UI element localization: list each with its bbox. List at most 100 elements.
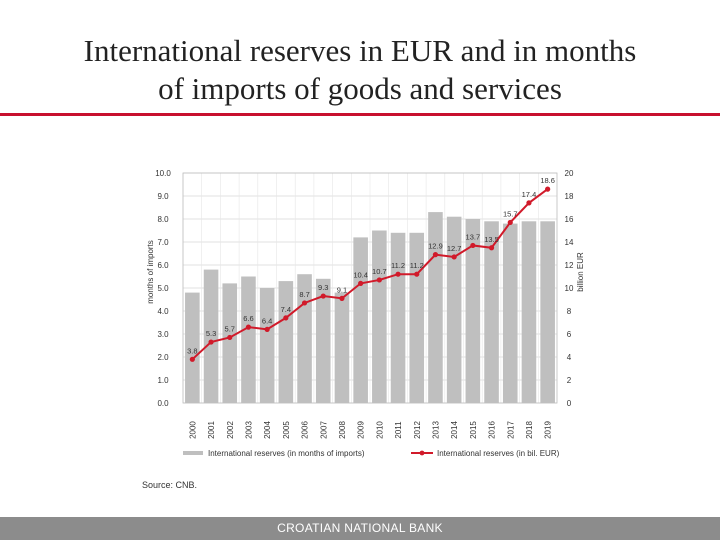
left-tick-label: 5.0	[157, 284, 169, 293]
x-tick-label: 2007	[319, 421, 328, 439]
x-tick-label: 2012	[413, 421, 422, 439]
line-data-label: 3.8	[187, 346, 197, 355]
right-tick-label: 18	[565, 192, 574, 201]
line-point	[432, 252, 439, 258]
x-tick-label: 2009	[357, 421, 366, 439]
line-point	[320, 293, 326, 299]
line-point	[358, 280, 364, 286]
left-tick-label: 6.0	[157, 261, 169, 270]
x-tick-label: 2014	[450, 421, 459, 439]
line-data-label: 6.6	[243, 314, 253, 323]
line-data-label: 15.7	[503, 209, 518, 218]
title-line-2: of imports of goods and services	[158, 71, 562, 106]
line-data-label: 10.4	[353, 270, 368, 279]
x-tick-label: 2018	[525, 421, 534, 439]
left-tick-label: 10.0	[155, 169, 171, 178]
title-divider	[0, 113, 720, 116]
right-tick-label: 12	[565, 261, 574, 270]
x-tick-label: 2017	[506, 421, 515, 439]
plot-frame	[182, 172, 558, 404]
line-data-label: 5.7	[225, 324, 235, 333]
left-tick-label: 3.0	[157, 330, 169, 339]
x-tick-label: 2015	[469, 421, 478, 439]
bar	[502, 223, 518, 403]
title-line-1: International reserves in EUR and in mon…	[83, 33, 637, 68]
right-tick-label: 4	[567, 353, 572, 362]
line-data-label: 7.4	[281, 305, 291, 314]
line-data-label: 12.7	[447, 244, 462, 253]
legend-line-label: International reserves (in bil. EUR)	[437, 449, 560, 458]
right-tick-label: 0	[567, 399, 572, 408]
line-point	[208, 339, 214, 345]
x-tick-label: 2000	[188, 421, 197, 439]
left-tick-label: 9.0	[157, 192, 169, 201]
right-tick-label: 8	[567, 307, 572, 316]
line-point	[339, 295, 345, 301]
line-data-label: 10.7	[372, 267, 387, 276]
bar	[334, 292, 350, 403]
x-tick-label: 2010	[375, 421, 384, 439]
left-tick-label: 2.0	[157, 353, 169, 362]
line-data-label: 6.4	[262, 316, 272, 325]
bar	[278, 281, 294, 403]
line-data-label: 17.4	[522, 190, 537, 199]
bar	[315, 278, 331, 403]
x-tick-label: 2005	[282, 421, 291, 439]
bar	[185, 292, 200, 403]
x-tick-label: 2013	[431, 421, 440, 439]
line-data-label: 9.1	[337, 285, 347, 294]
right-tick-label: 6	[567, 330, 572, 339]
bar	[409, 232, 425, 403]
line-point	[245, 324, 252, 330]
x-tick-label: 2002	[226, 421, 235, 439]
line-data-label: 8.7	[299, 290, 309, 299]
x-tick-label: 2011	[394, 421, 403, 439]
left-tick-label: 1.0	[157, 376, 169, 385]
line-point	[301, 300, 308, 306]
line-data-label: 11.2	[391, 261, 405, 270]
x-tick-label: 2016	[488, 421, 497, 439]
line-data-label: 13.7	[466, 232, 481, 241]
x-tick-label: 2004	[263, 421, 272, 439]
x-tick-label: 2006	[301, 421, 310, 439]
left-tick-label: 0.0	[157, 399, 169, 408]
line-data-label: 5.3	[206, 329, 216, 338]
right-tick-label: 2	[567, 376, 572, 385]
line-point	[414, 271, 420, 277]
line-point	[376, 277, 382, 283]
legend-line-marker	[419, 450, 425, 456]
left-axis-title: months of imports	[146, 240, 155, 304]
footer-bar: CROATIAN NATIONAL BANK	[0, 517, 720, 540]
legend-bar-swatch	[183, 451, 203, 455]
footer-title: CROATIAN NATIONAL BANK	[277, 521, 443, 535]
source-note: Source: CNB.	[142, 480, 198, 490]
line-point	[470, 242, 476, 249]
line-point	[507, 219, 513, 226]
line-point	[526, 200, 532, 206]
line-point	[451, 254, 457, 260]
right-tick-label: 14	[565, 238, 574, 247]
slide-title: International reserves in EUR and in mon…	[40, 32, 680, 108]
right-tick-label: 20	[565, 169, 574, 178]
x-tick-label: 2003	[244, 421, 253, 439]
line-point	[488, 245, 495, 251]
bar	[540, 221, 555, 403]
right-tick-label: 10	[565, 284, 574, 293]
bar	[465, 219, 481, 403]
line-data-label: 11.2	[410, 261, 424, 270]
x-tick-label: 2019	[544, 421, 553, 439]
line-data-label: 9.3	[318, 283, 328, 292]
bar	[203, 269, 219, 403]
x-tick-label: 2001	[207, 421, 216, 439]
line-point	[395, 271, 401, 277]
reserves-chart: 0.0 1.0 2.0 3.0 4.0 5.0 6.0 7.0 8.0 9.0 10.0 0 2 4 6 8 1…	[146, 169, 585, 458]
legend-bar-label: International reserves (in months of imp…	[208, 449, 365, 458]
bar	[222, 283, 238, 403]
line-data-label: 12.9	[428, 242, 443, 251]
bar	[241, 276, 256, 403]
series-line	[191, 188, 549, 361]
x-tick-label: 2008	[338, 421, 347, 439]
bar	[390, 232, 406, 403]
right-axis-title: billion EUR	[576, 252, 585, 292]
bar	[484, 221, 499, 403]
